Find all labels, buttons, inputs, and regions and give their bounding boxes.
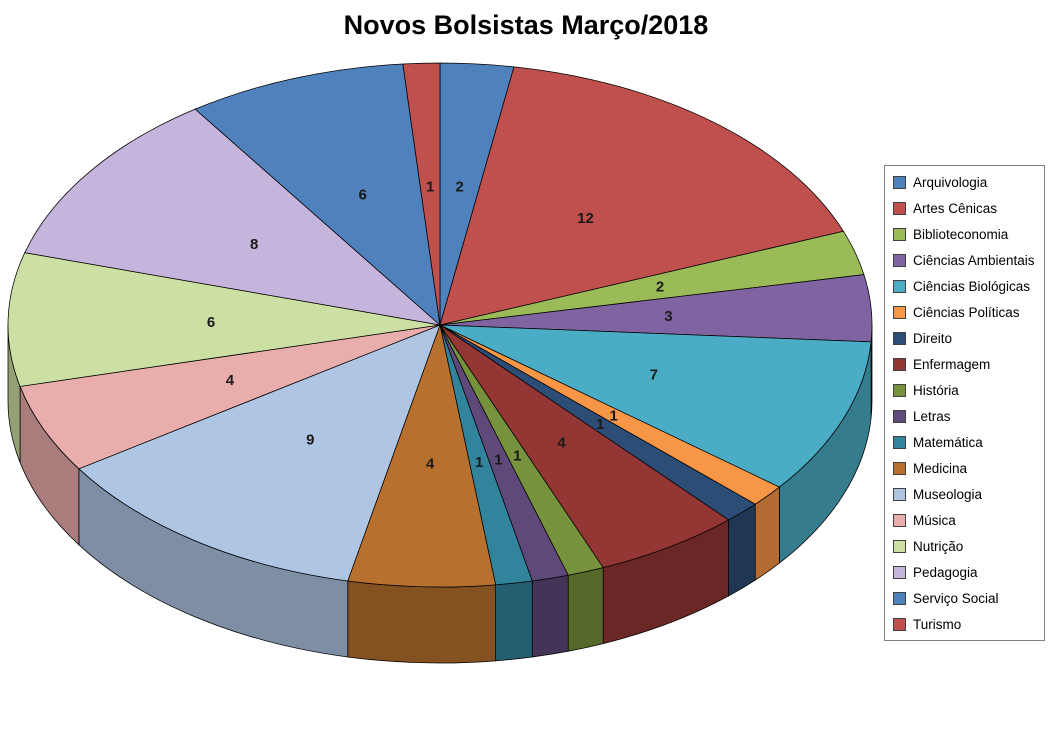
slice-value-label-musica: 4 — [226, 372, 235, 389]
legend-swatch-letras — [893, 409, 906, 423]
legend-swatch-medicina — [893, 461, 906, 475]
pie-slice-servico-social — [194, 63, 441, 326]
legend-item-pedagogia: Pedagogia — [885, 559, 1044, 585]
legend-swatch-arquivologia — [893, 175, 906, 189]
legend-swatch-pedagogia — [893, 565, 906, 579]
pie-wall-letras — [531, 574, 569, 658]
slice-value-label-ciencias-ambientais: 3 — [664, 308, 672, 325]
slice-value-label-pedagogia: 8 — [250, 236, 258, 253]
legend-item-turismo: Turismo — [885, 611, 1044, 637]
legend-label-historia: História — [913, 382, 959, 398]
legend-item-servico-social: Serviço Social — [885, 585, 1044, 611]
legend-label-medicina: Medicina — [913, 460, 968, 476]
legend-label-enfermagem: Enfermagem — [913, 356, 991, 372]
legend-swatch-biblioteconomia — [893, 227, 906, 241]
legend-item-ciencias-biologicas: Ciências Biológicas — [885, 273, 1044, 299]
slice-value-label-servico-social: 6 — [359, 186, 367, 203]
legend-label-arquivologia: Arquivologia — [913, 174, 988, 190]
pie-slice-pedagogia — [24, 108, 442, 326]
pie-wall-medicina — [347, 580, 496, 664]
legend-item-matematica: Matemática — [885, 429, 1044, 455]
slice-value-label-historia: 1 — [513, 448, 521, 465]
slice-value-label-letras: 1 — [494, 451, 502, 468]
legend-label-ciencias-ambientais: Ciências Ambientais — [913, 252, 1035, 268]
legend-swatch-servico-social — [893, 591, 906, 605]
slice-value-label-turismo: 1 — [426, 178, 434, 195]
legend-label-ciencias-biologicas: Ciências Biológicas — [913, 278, 1031, 294]
pie-slice-museologia — [78, 324, 441, 582]
legend-label-letras: Letras — [913, 408, 951, 424]
legend-item-artes-cenicas: Artes Cênicas — [885, 195, 1044, 221]
legend-item-direito: Direito — [885, 325, 1044, 351]
legend-swatch-enfermagem — [893, 357, 906, 371]
legend-label-musica: Música — [913, 512, 956, 528]
slice-value-label-museologia: 9 — [306, 431, 314, 448]
legend-item-ciencias-politicas: Ciências Políticas — [885, 299, 1044, 325]
slice-value-label-direito: 1 — [596, 416, 604, 433]
legend-label-museologia: Museologia — [913, 486, 983, 502]
pie-slice-medicina — [347, 323, 497, 588]
legend-swatch-turismo — [893, 617, 906, 631]
legend-label-matematica: Matemática — [913, 434, 983, 450]
pie-slice-nutricao — [7, 252, 441, 387]
legend-item-nutricao: Nutrição — [885, 533, 1044, 559]
slice-value-label-nutricao: 6 — [207, 314, 215, 331]
legend-label-nutricao: Nutrição — [913, 538, 964, 554]
legend-item-historia: História — [885, 377, 1044, 403]
legend-label-biblioteconomia: Biblioteconomia — [913, 226, 1009, 242]
slice-value-label-matematica: 1 — [475, 454, 483, 471]
legend-swatch-museologia — [893, 487, 906, 501]
legend-label-direito: Direito — [913, 330, 953, 346]
legend-label-turismo: Turismo — [913, 616, 962, 632]
slice-value-label-artes-cenicas: 12 — [577, 210, 594, 227]
slice-value-label-enfermagem: 4 — [557, 435, 566, 452]
legend-label-servico-social: Serviço Social — [913, 590, 999, 606]
slice-value-label-biblioteconomia: 2 — [656, 279, 664, 296]
legend-item-musica: Música — [885, 507, 1044, 533]
legend-swatch-matematica — [893, 435, 906, 449]
pie-slice-musica — [19, 324, 441, 470]
legend-swatch-direito — [893, 331, 906, 345]
pie-slice-turismo — [402, 62, 441, 326]
legend-item-museologia: Museologia — [885, 481, 1044, 507]
legend-swatch-historia — [893, 383, 906, 397]
legend-label-pedagogia: Pedagogia — [913, 564, 978, 580]
legend-item-letras: Letras — [885, 403, 1044, 429]
legend-swatch-ciencias-biologicas — [893, 279, 906, 293]
legend-swatch-ciencias-politicas — [893, 305, 906, 319]
chart-title: Novos Bolsistas Março/2018 — [343, 10, 709, 40]
slice-value-label-ciencias-biologicas: 7 — [650, 367, 658, 384]
slice-value-label-medicina: 4 — [426, 456, 435, 473]
legend-item-arquivologia: Arquivologia — [885, 169, 1044, 195]
slice-value-label-ciencias-politicas: 1 — [609, 408, 617, 425]
pie-wall-matematica — [495, 580, 533, 662]
pie-slice-ciencias-biologicas — [439, 324, 872, 488]
legend-label-artes-cenicas: Artes Cênicas — [913, 200, 998, 216]
legend-label-ciencias-politicas: Ciências Políticas — [913, 304, 1020, 320]
pie-wall-historia — [567, 567, 604, 652]
legend-swatch-musica — [893, 513, 906, 527]
legend-swatch-nutricao — [893, 539, 906, 553]
legend-swatch-ciencias-ambientais — [893, 253, 906, 267]
pie-slice-artes-cenicas — [439, 66, 845, 326]
legend-item-ciencias-ambientais: Ciências Ambientais — [885, 247, 1044, 273]
legend-item-enfermagem: Enfermagem — [885, 351, 1044, 377]
legend-item-biblioteconomia: Biblioteconomia — [885, 221, 1044, 247]
chart-legend: Arquivologia Artes Cênicas Biblioteconomia… — [884, 165, 1045, 641]
slice-value-label-arquivologia: 2 — [456, 179, 464, 196]
legend-swatch-artes-cenicas — [893, 201, 906, 215]
legend-item-medicina: Medicina — [885, 455, 1044, 481]
pie-slice-enfermagem — [439, 324, 730, 569]
